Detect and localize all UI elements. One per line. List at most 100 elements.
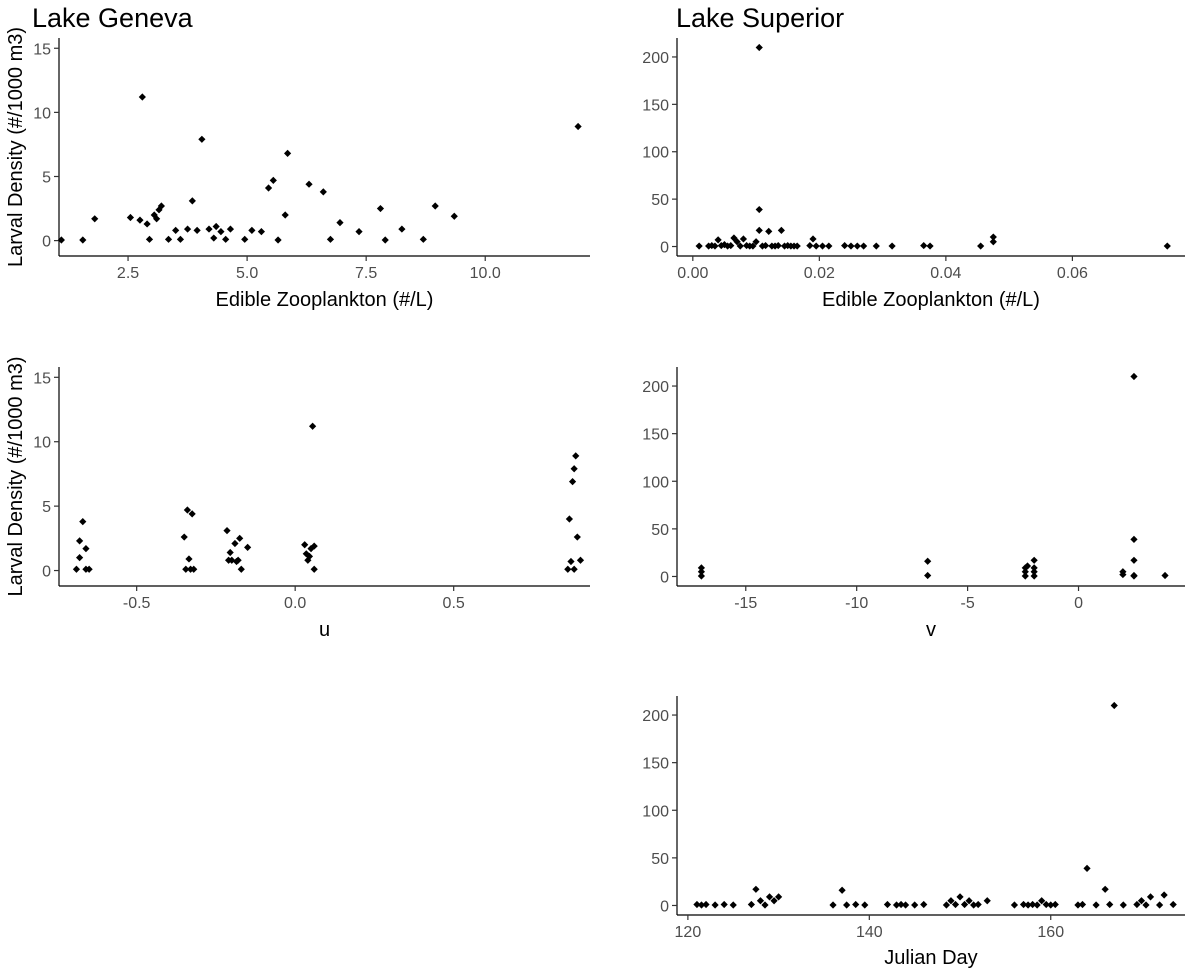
x-tick-label: 5.0	[236, 265, 258, 282]
data-point	[376, 204, 385, 213]
data-point	[739, 235, 748, 243]
data-point	[1078, 900, 1087, 909]
data-point	[847, 242, 855, 250]
y-tick-label: 50	[651, 851, 669, 868]
data-point	[91, 215, 99, 223]
data-point	[983, 897, 991, 905]
data-point	[777, 226, 785, 235]
data-point	[305, 180, 313, 188]
x-tick-label: 140	[856, 924, 883, 941]
data-point	[825, 242, 833, 250]
data-point	[1130, 572, 1138, 580]
data-point	[806, 241, 814, 250]
data-point	[431, 202, 439, 210]
data-point	[1029, 900, 1037, 909]
data-point	[164, 235, 173, 243]
data-point	[269, 176, 277, 184]
data-point	[1169, 900, 1177, 909]
title-lake-geneva: Lake Geneva	[32, 3, 194, 33]
data-point	[752, 238, 760, 246]
data-point	[924, 571, 932, 580]
data-point	[765, 227, 773, 235]
data-point	[1024, 901, 1032, 909]
data-point	[193, 226, 201, 234]
data-point	[720, 900, 728, 909]
data-point	[793, 242, 801, 250]
panel-superior-julian-day: 0 50 100 150 200 120 140 160 Julian Day	[642, 696, 1185, 969]
data-point	[942, 901, 951, 909]
data-point	[183, 506, 191, 514]
y-tick-label: 0	[42, 564, 51, 581]
data-point	[1030, 568, 1038, 576]
data-point	[419, 235, 427, 243]
data-point	[843, 901, 851, 909]
data-point	[1160, 891, 1168, 899]
data-point	[182, 565, 190, 573]
x-tick-label: -0.5	[123, 595, 151, 612]
data-point	[1042, 900, 1050, 909]
y-tick-label: 50	[651, 522, 669, 539]
data-point	[818, 242, 827, 250]
data-point	[564, 565, 572, 573]
x-tick-label: 0.0	[284, 595, 306, 612]
data-point	[176, 235, 185, 243]
data-point	[307, 545, 315, 553]
data-point	[305, 552, 314, 560]
data-point	[809, 235, 817, 243]
data-point	[1083, 864, 1091, 872]
data-point	[888, 242, 896, 250]
data-point	[761, 241, 770, 250]
data-point	[920, 900, 928, 909]
data-point	[237, 565, 245, 573]
y-tick-label: 0	[660, 898, 669, 915]
data-point	[1130, 556, 1138, 564]
data-point	[222, 235, 230, 243]
x-tick-label: 0.06	[1057, 265, 1088, 282]
data-point	[310, 565, 318, 573]
data-point	[1110, 701, 1118, 710]
data-point	[153, 215, 161, 223]
data-point	[852, 900, 860, 909]
data-point	[76, 537, 84, 545]
data-point	[1021, 568, 1029, 576]
data-point	[1119, 901, 1127, 909]
data-point	[217, 228, 225, 236]
data-point	[711, 901, 719, 909]
data-point	[695, 242, 703, 250]
data-point	[765, 893, 774, 901]
data-point	[924, 557, 932, 565]
y-tick-label: 10	[33, 435, 51, 452]
data-point	[244, 543, 252, 551]
y-tick-label: 15	[33, 41, 51, 58]
x-axis-title: v	[926, 619, 936, 641]
data-point	[1133, 900, 1141, 909]
data-point	[565, 515, 573, 523]
data-point	[1163, 242, 1171, 250]
data-point	[892, 901, 901, 909]
panel-geneva-zooplankton: 0 5 10 15 2.5 5.0 7.5 10.0 Edible Zooplankton (#…	[5, 27, 590, 311]
data-point	[210, 234, 218, 242]
y-tick-label: 200	[642, 708, 669, 725]
x-tick-label: 2.5	[117, 265, 139, 282]
y-tick-label: 10	[33, 105, 51, 122]
data-point	[234, 556, 242, 564]
data-point	[574, 122, 582, 131]
data-point	[733, 238, 741, 246]
data-point	[920, 241, 928, 250]
data-point	[714, 236, 722, 244]
y-tick-label: 100	[642, 145, 669, 162]
y-tick-label: 150	[642, 756, 669, 773]
data-point	[974, 900, 982, 909]
y-tick-label: 100	[642, 474, 669, 491]
title-lake-superior: Lake Superior	[676, 3, 844, 33]
x-axis-title: Edible Zooplankton (#/L)	[822, 289, 1040, 311]
data-point	[1074, 901, 1082, 909]
data-point	[960, 900, 969, 909]
y-tick-label: 200	[642, 50, 669, 67]
data-point	[450, 212, 458, 220]
data-point	[326, 235, 335, 243]
x-tick-label: 0.02	[804, 265, 835, 282]
data-point	[902, 901, 910, 909]
data-point	[1101, 885, 1109, 893]
data-point	[812, 242, 820, 250]
